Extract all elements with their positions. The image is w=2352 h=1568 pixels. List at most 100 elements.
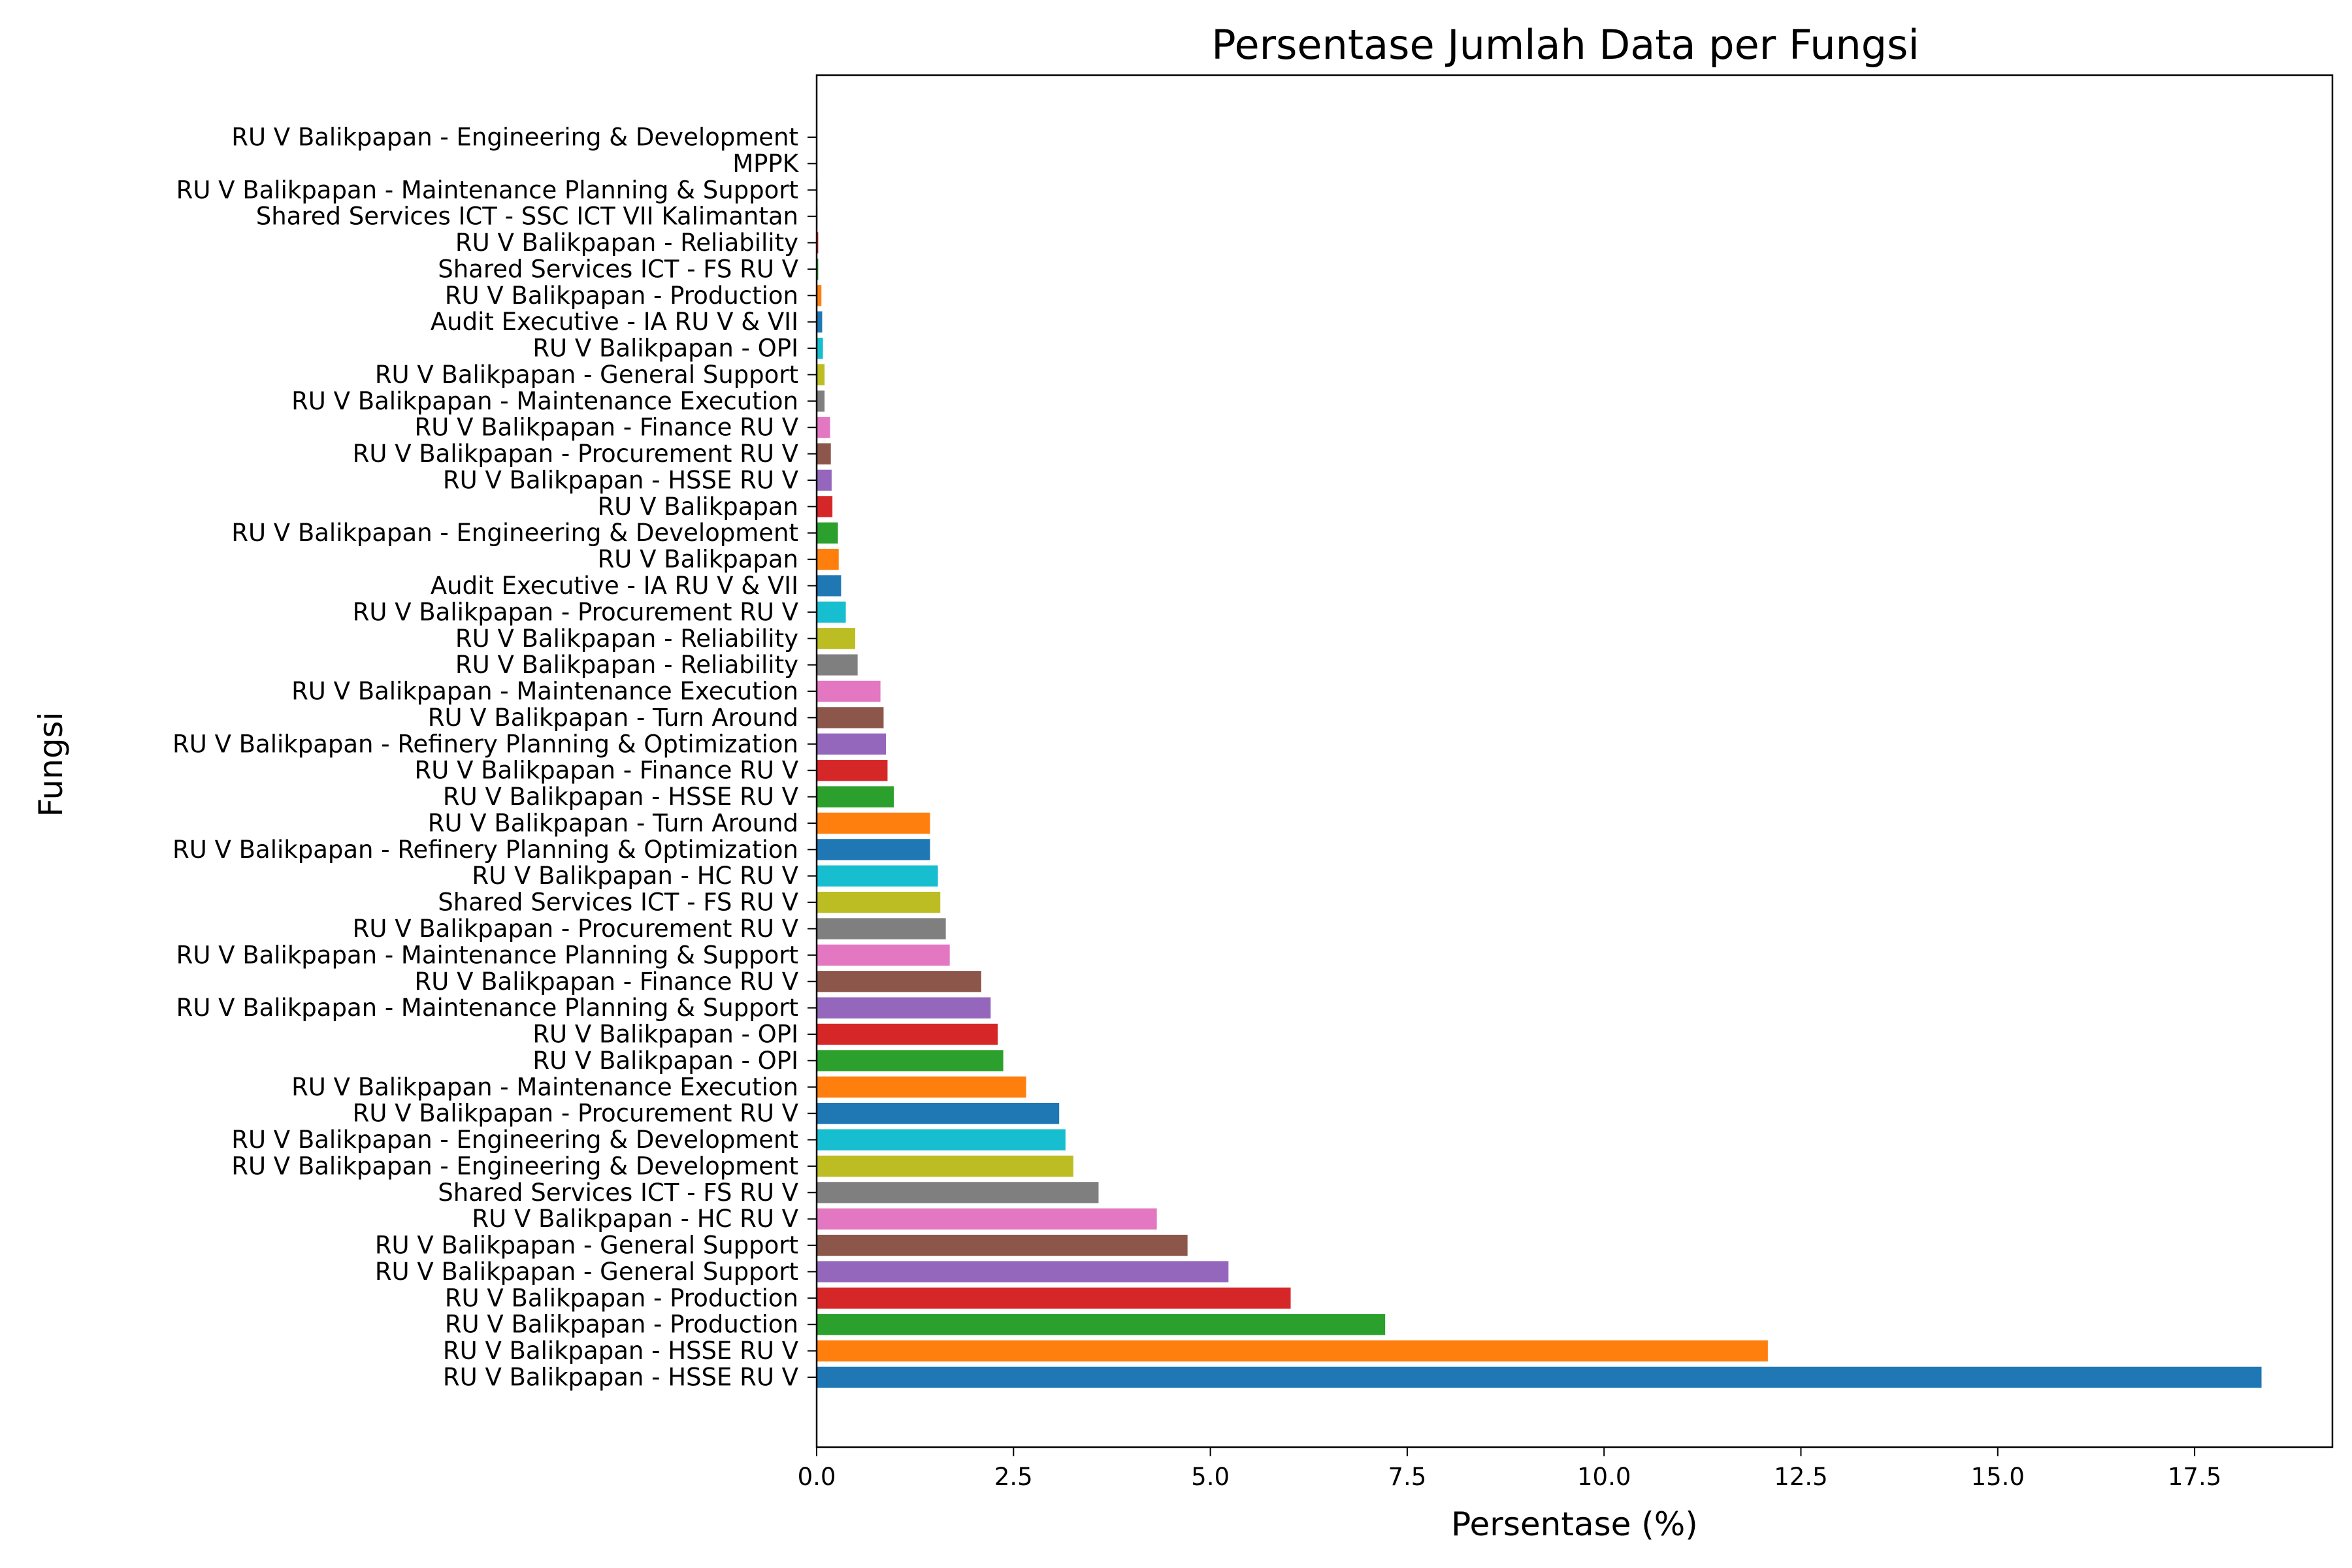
y-tick-label: RU V Balikpapan - Maintenance Execution xyxy=(291,678,798,706)
y-tick-label: Audit Executive - IA RU V & VII xyxy=(431,572,798,600)
bar xyxy=(817,891,941,913)
x-tick-label: 15.0 xyxy=(1971,1463,2025,1491)
bar xyxy=(817,944,950,966)
y-tick-label: RU V Balikpapan - General Support xyxy=(375,361,798,389)
bar xyxy=(817,997,991,1019)
bar xyxy=(817,733,887,755)
y-tick-label: RU V Balikpapan - Finance RU V xyxy=(415,414,798,442)
x-axis-label: Persentase (%) xyxy=(1451,1505,1698,1543)
y-tick-label: RU V Balikpapan - General Support xyxy=(375,1232,798,1260)
y-tick-label: RU V Balikpapan - Procurement RU V xyxy=(353,915,798,943)
bar xyxy=(817,285,822,306)
bar xyxy=(817,760,888,781)
y-tick-label: RU V Balikpapan - Maintenance Execution xyxy=(291,1073,798,1101)
y-tick-label: RU V Balikpapan - Engineering & Developm… xyxy=(231,1152,798,1180)
y-tick-label: RU V Balikpapan - Production xyxy=(445,282,798,310)
bar xyxy=(817,469,832,491)
bar xyxy=(817,628,856,649)
bar xyxy=(817,971,981,992)
bar xyxy=(817,1287,1291,1309)
bar xyxy=(817,1234,1188,1256)
y-tick-label: RU V Balikpapan - HSSE RU V xyxy=(443,1337,798,1365)
y-tick-label: RU V Balikpapan - OPI xyxy=(532,335,798,363)
y-tick-label: RU V Balikpapan - Finance RU V xyxy=(415,757,798,785)
y-tick-label: RU V Balikpapan - Engineering & Developm… xyxy=(231,1126,798,1154)
y-tick-label: RU V Balikpapan - General Support xyxy=(375,1258,798,1286)
bar xyxy=(817,786,894,808)
y-tick-label: RU V Balikpapan - Production xyxy=(445,1284,798,1312)
y-tick-label: RU V Balikpapan - HSSE RU V xyxy=(443,783,798,811)
bar xyxy=(817,707,884,728)
bar xyxy=(817,812,930,834)
y-tick-label: RU V Balikpapan - OPI xyxy=(532,1047,798,1075)
y-tick-label: Shared Services ICT - SSC ICT VII Kalima… xyxy=(256,203,798,231)
y-tick-label: RU V Balikpapan - Engineering & Developm… xyxy=(231,519,798,547)
bar xyxy=(817,918,946,939)
bar xyxy=(817,1340,1768,1362)
y-tick-label: RU V Balikpapan - Production xyxy=(445,1311,798,1339)
y-tick-label: RU V Balikpapan - Engineering & Developm… xyxy=(231,123,798,152)
bar xyxy=(817,548,839,570)
bar xyxy=(817,1314,1386,1335)
y-tick-label: RU V Balikpapan - Maintenance Execution xyxy=(291,387,798,415)
y-tick-label: RU V Balikpapan - Finance RU V xyxy=(415,968,798,996)
x-ticks: 0.0 2.5 5.0 7.5 10.0 12.5 15.0 17.5 xyxy=(798,1447,2221,1491)
bar xyxy=(817,1182,1099,1203)
x-tick-label: 5.0 xyxy=(1191,1463,1230,1491)
bar xyxy=(817,1103,1060,1124)
y-tick-labels: RU V Balikpapan - HSSE RU VRU V Balikpap… xyxy=(172,123,817,1392)
y-tick-label: RU V Balikpapan - Reliability xyxy=(455,651,798,679)
x-tick-label: 10.0 xyxy=(1577,1463,1631,1491)
x-tick-label: 12.5 xyxy=(1774,1463,1827,1491)
y-tick-label: RU V Balikpapan - Procurement RU V xyxy=(353,598,798,626)
bar xyxy=(817,654,858,676)
y-tick-label: Audit Executive - IA RU V & VII xyxy=(431,308,798,336)
y-tick-label: RU V Balikpapan - Maintenance Planning &… xyxy=(176,941,798,969)
bar xyxy=(817,522,838,544)
y-tick-label: RU V Balikpapan - OPI xyxy=(532,1021,798,1049)
bars-group xyxy=(817,126,2262,1388)
bar xyxy=(817,390,825,412)
y-tick-label: RU V Balikpapan - Turn Around xyxy=(428,809,798,837)
bar xyxy=(817,496,833,517)
y-tick-label: RU V Balikpapan - HSSE RU V xyxy=(443,1364,798,1392)
bar xyxy=(817,865,938,887)
x-tick-label: 17.5 xyxy=(2168,1463,2221,1491)
y-tick-label: RU V Balikpapan - Reliability xyxy=(455,229,798,257)
bar xyxy=(817,364,825,385)
y-tick-label: RU V Balikpapan - Maintenance Planning &… xyxy=(176,176,798,204)
y-tick-label: Shared Services ICT - FS RU V xyxy=(438,255,798,283)
y-tick-label: RU V Balikpapan xyxy=(598,493,798,521)
bar xyxy=(817,337,823,359)
bar xyxy=(817,1076,1026,1098)
y-tick-label: RU V Balikpapan - Procurement RU V xyxy=(353,1100,798,1128)
y-tick-label: RU V Balikpapan - Procurement RU V xyxy=(353,440,798,468)
bar xyxy=(817,575,841,596)
y-tick-label: Shared Services ICT - FS RU V xyxy=(438,889,798,917)
y-tick-label: MPPK xyxy=(732,150,800,178)
x-tick-label: 0.0 xyxy=(798,1463,836,1491)
bar xyxy=(817,1208,1157,1230)
bar xyxy=(817,417,830,438)
y-tick-label: RU V Balikpapan - Reliability xyxy=(455,625,798,653)
x-tick-label: 7.5 xyxy=(1388,1463,1426,1491)
y-tick-label: RU V Balikpapan - Refinery Planning & Op… xyxy=(172,730,798,758)
chart-title: Persentase Jumlah Data per Fungsi xyxy=(1211,21,1919,69)
plot-frame xyxy=(815,74,2334,1448)
bar xyxy=(817,1366,2262,1388)
x-tick-label: 2.5 xyxy=(994,1463,1033,1491)
y-tick-label: Shared Services ICT - FS RU V xyxy=(438,1179,798,1207)
y-tick-label: RU V Balikpapan xyxy=(598,546,798,574)
bar xyxy=(817,1129,1066,1151)
bar xyxy=(817,1155,1073,1177)
y-tick-label: RU V Balikpapan - HC RU V xyxy=(472,862,798,890)
bar xyxy=(817,1050,1004,1071)
y-tick-label: RU V Balikpapan - HC RU V xyxy=(472,1205,798,1233)
bar xyxy=(817,443,831,465)
bar xyxy=(817,601,846,623)
bar xyxy=(817,839,930,860)
bar xyxy=(817,680,881,702)
y-tick-label: RU V Balikpapan - HSSE RU V xyxy=(443,466,798,494)
bar xyxy=(817,1023,998,1045)
